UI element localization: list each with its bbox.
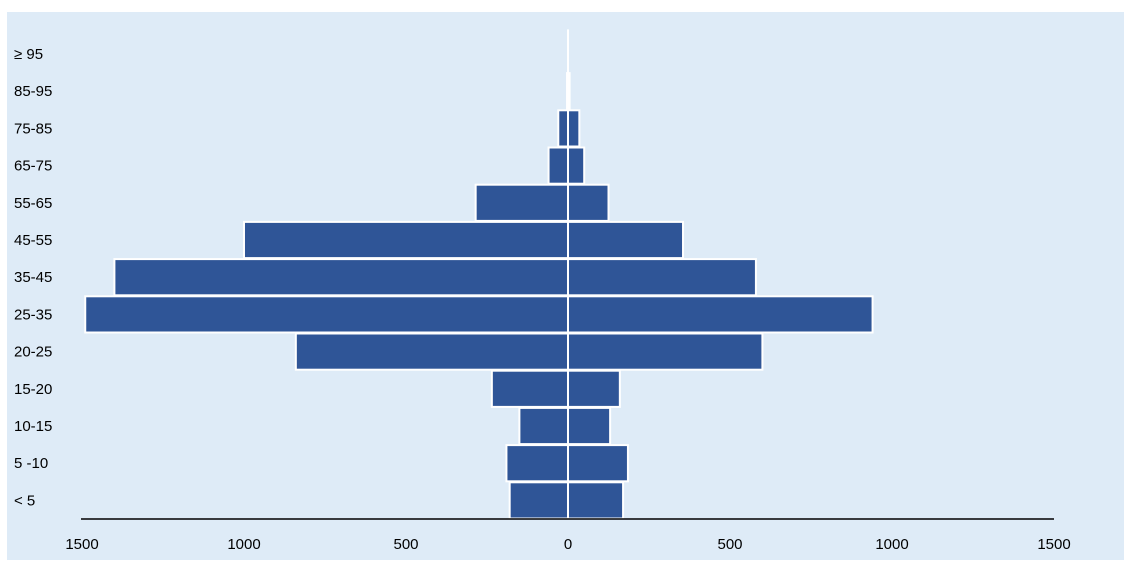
x-tick-label-3: 0 [564, 536, 572, 553]
bar-left-9 [547, 146, 569, 185]
x-tick-label-1: 1000 [227, 536, 260, 553]
bar-left-1 [505, 444, 570, 483]
bar-right-6 [567, 258, 757, 297]
y-tick-label-6: 35-45 [14, 269, 52, 286]
x-tick-label-6: 1500 [1037, 536, 1070, 553]
y-tick-label-10: 75-85 [14, 120, 52, 137]
y-tick-label-0: < 5 [14, 492, 35, 509]
bar-left-6 [113, 258, 570, 297]
bar-right-1 [567, 444, 629, 483]
y-tick-labels: < 5 5 -10 10-15 15-20 20-25 25-35 35-45 45-55 55… [14, 46, 52, 509]
bar-left-7 [243, 220, 569, 260]
bar-right-9 [567, 146, 586, 185]
x-tick-label-4: 500 [717, 536, 742, 553]
y-tick-label-4: 20-25 [14, 344, 52, 361]
y-tick-label-12: ≥ 95 [14, 46, 43, 63]
bar-right-2 [567, 406, 612, 446]
bar-left-0 [508, 481, 569, 520]
x-tick-labels: 1500 1000 500 0 500 1000 1500 [65, 536, 1070, 553]
bar-left-10 [557, 109, 570, 148]
y-tick-label-2: 10-15 [14, 418, 52, 435]
bar-right-5 [567, 295, 874, 334]
bar-right-7 [567, 220, 685, 260]
bar-right-0 [567, 481, 625, 520]
bars-layer [84, 72, 874, 520]
y-tick-label-8: 55-65 [14, 195, 52, 212]
y-tick-label-11: 85-95 [14, 83, 52, 100]
x-tick-label-5: 1000 [875, 536, 908, 553]
bar-left-5 [84, 295, 570, 334]
bar-right-10 [567, 109, 581, 148]
x-tick-label-0: 1500 [65, 536, 98, 553]
x-tick-label-2: 500 [393, 536, 418, 553]
bar-right-8 [567, 183, 610, 222]
y-tick-label-3: 15-20 [14, 381, 52, 398]
bar-right-3 [567, 369, 621, 408]
y-tick-label-7: 45-55 [14, 232, 52, 249]
bar-right-4 [567, 332, 764, 371]
y-tick-label-5: 25-35 [14, 306, 52, 323]
bar-left-2 [518, 406, 570, 446]
bar-left-8 [474, 183, 569, 222]
bar-left-3 [490, 369, 569, 408]
y-tick-label-1: 5 -10 [14, 455, 48, 472]
bar-left-4 [294, 332, 569, 371]
y-tick-label-9: 65-75 [14, 158, 52, 175]
